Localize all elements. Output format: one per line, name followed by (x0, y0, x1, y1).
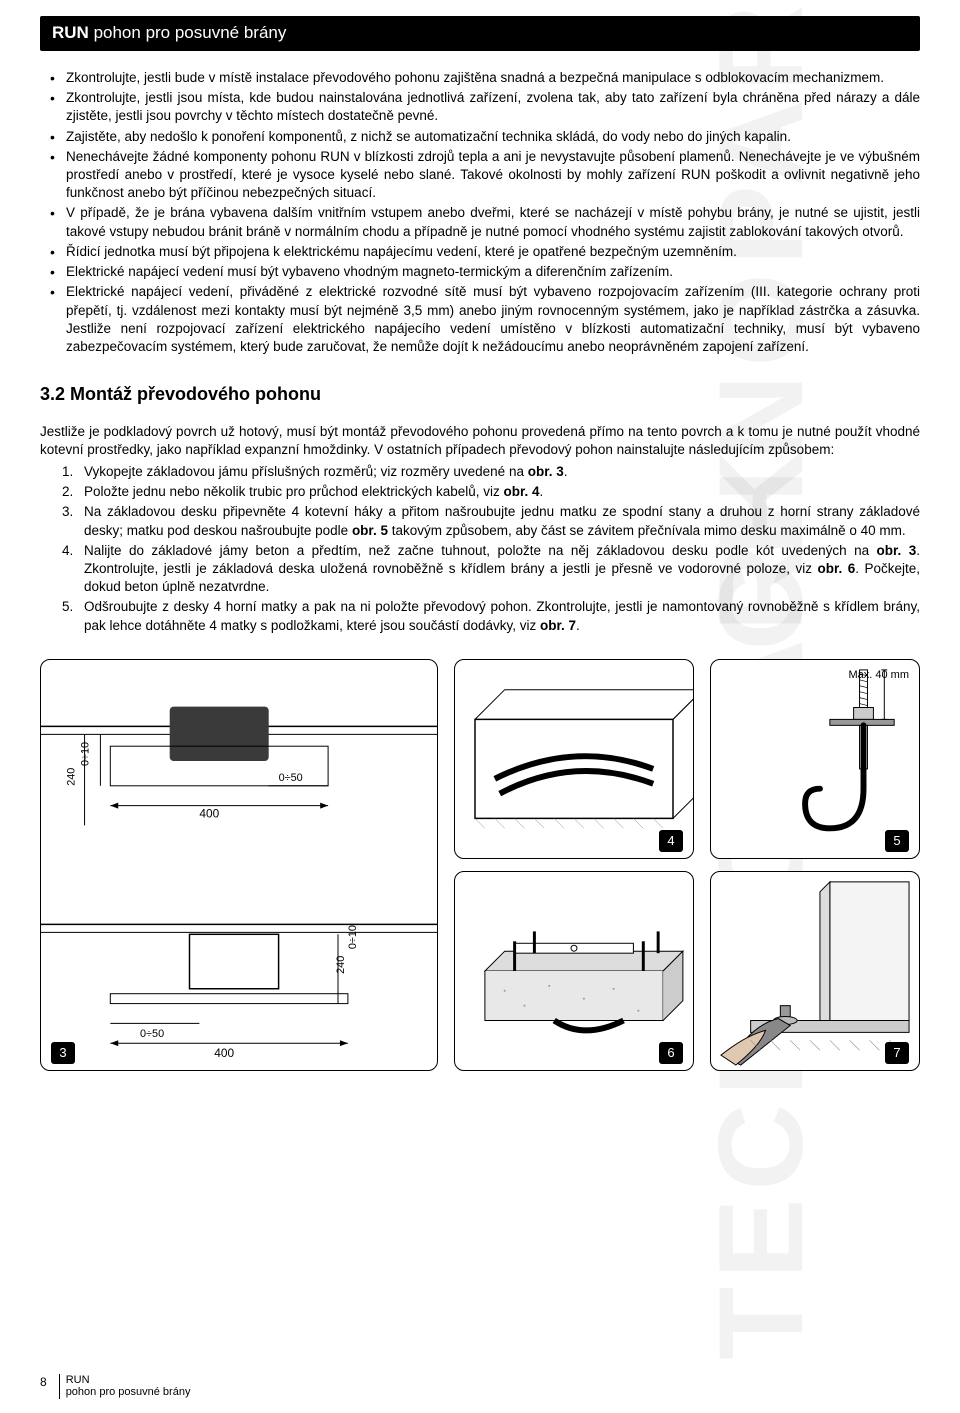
svg-text:0÷50: 0÷50 (140, 1028, 164, 1040)
bullet-item: Elektrické napájecí vedení musí být vyba… (40, 263, 920, 281)
title-bold: RUN (52, 23, 89, 42)
svg-text:240: 240 (66, 768, 78, 786)
figure-number-4: 4 (659, 830, 683, 852)
section-heading-3-2: 3.2 Montáž převodového pohonu (40, 382, 920, 406)
figure-7: 7 (710, 871, 920, 1071)
footer-line-1: RUN (66, 1374, 90, 1386)
svg-text:400: 400 (199, 806, 219, 820)
step-item: Odšroubujte z desky 4 horní matky a pak … (40, 598, 920, 634)
svg-text:0÷10: 0÷10 (347, 925, 359, 949)
page-number: 8 (40, 1374, 53, 1390)
figures-grid: 0÷10 240 400 0÷50 240 (40, 659, 920, 1071)
figure-number-5: 5 (885, 830, 909, 852)
figure-6: 6 (454, 871, 694, 1071)
figure-4-svg (455, 660, 693, 858)
figure-5: Max. 40 mm 5 (710, 659, 920, 859)
figure-number-6: 6 (659, 1042, 683, 1064)
bullet-item: Nenechávejte žádné komponenty pohonu RUN… (40, 148, 920, 203)
step-item: Na základovou desku připevněte 4 kotevní… (40, 503, 920, 539)
svg-text:240: 240 (335, 956, 347, 974)
page-content: RUN pohon pro posuvné brány Zkontrolujte… (0, 0, 960, 1091)
intro-paragraph: Jestliže je podkladový povrch už hotový,… (40, 423, 920, 459)
figure-number-3: 3 (51, 1042, 75, 1064)
footer-separator (59, 1374, 60, 1399)
figure-3-svg: 0÷10 240 400 0÷50 240 (41, 660, 437, 1070)
figure-5-svg (711, 660, 919, 858)
footer-line-2: pohon pro posuvné brány (66, 1386, 191, 1398)
figure-3: 0÷10 240 400 0÷50 240 (40, 659, 438, 1071)
numbered-steps: Vykopejte základovou jámu příslušných ro… (40, 463, 920, 635)
svg-text:0÷50: 0÷50 (279, 772, 303, 784)
bullet-item: V případě, že je brána vybavena dalším v… (40, 204, 920, 240)
step-item: Nalijte do základové jámy beton a předtí… (40, 542, 920, 597)
bullet-item: Zajistěte, aby nedošlo k ponoření kompon… (40, 128, 920, 146)
bullet-item: Řídicí jednotka musí být připojena k ele… (40, 243, 920, 261)
page-footer: 8 RUN pohon pro posuvné brány (40, 1374, 190, 1399)
bullet-item: Elektrické napájecí vedení, přiváděné z … (40, 283, 920, 356)
svg-text:400: 400 (214, 1046, 234, 1060)
step-item: Položte jednu nebo několik trubic pro pr… (40, 483, 920, 501)
max-40mm-label: Max. 40 mm (848, 668, 909, 683)
title-rest: pohon pro posuvné brány (89, 23, 287, 42)
bullet-item: Zkontrolujte, jestli bude v místě instal… (40, 69, 920, 87)
figure-6-svg (455, 872, 693, 1070)
step-item: Vykopejte základovou jámu příslušných ro… (40, 463, 920, 481)
bullet-list: Zkontrolujte, jestli bude v místě instal… (40, 69, 920, 356)
bullet-item: Zkontrolujte, jestli jsou místa, kde bud… (40, 89, 920, 125)
figure-7-svg (711, 872, 919, 1070)
title-bar: RUN pohon pro posuvné brány (40, 16, 920, 51)
figure-4: 4 (454, 659, 694, 859)
figure-number-7: 7 (885, 1042, 909, 1064)
svg-text:0÷10: 0÷10 (80, 742, 92, 766)
